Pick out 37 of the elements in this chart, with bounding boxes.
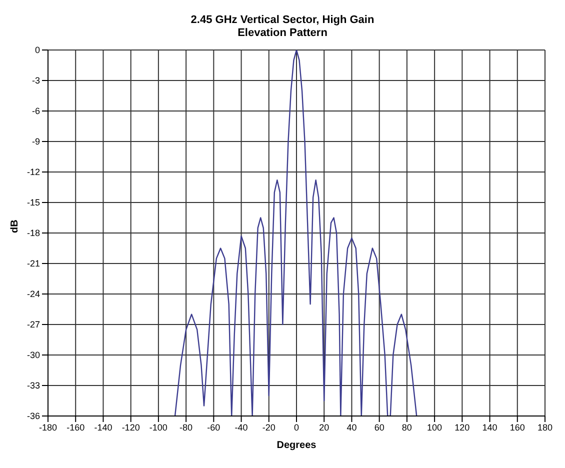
- x-tick-label: -40: [234, 422, 248, 432]
- x-tick-label: 140: [482, 422, 498, 432]
- y-tick-label: 0: [34, 45, 40, 56]
- x-axis-title: Degrees: [276, 440, 317, 451]
- x-tick-label: 80: [402, 422, 412, 432]
- x-tick-label: -120: [122, 422, 140, 432]
- x-tick-label: 160: [510, 422, 525, 432]
- x-tick-label: -140: [94, 422, 112, 432]
- y-tick-label: -27: [26, 320, 40, 330]
- y-tick-label: -18: [26, 228, 40, 238]
- y-tick-label: -6: [32, 106, 40, 116]
- y-tick-label: -3: [32, 76, 40, 86]
- x-tick-label: -100: [149, 422, 168, 432]
- x-tick-label: -80: [180, 422, 193, 432]
- y-tick-label: -21: [26, 258, 40, 269]
- line-series: [174, 50, 418, 416]
- y-tick-label: -33: [26, 380, 40, 391]
- x-tick-label: 60: [374, 422, 384, 432]
- x-tick-label: 180: [537, 422, 553, 432]
- x-tick-label: 40: [346, 422, 357, 432]
- y-tick-label: -36: [26, 411, 40, 422]
- x-tick-label: -160: [66, 422, 85, 432]
- x-tick-label: -60: [207, 422, 220, 432]
- x-tick-label: -20: [262, 422, 276, 432]
- y-tick-label: -24: [26, 289, 40, 300]
- y-tick-label: -9: [32, 136, 40, 147]
- x-tick-label: 120: [454, 422, 470, 432]
- x-tick-label: -180: [38, 422, 58, 432]
- x-tick-label: 100: [427, 422, 442, 432]
- y-axis-title: dB: [10, 220, 21, 233]
- chart-title: 2.45 GHz Vertical Sector, High Gain: [190, 14, 376, 27]
- chart-subtitle: Elevation Pattern: [236, 27, 328, 40]
- x-tick-label: 20: [319, 422, 330, 432]
- y-tick-label: -30: [26, 350, 40, 360]
- y-tick-label: -15: [26, 198, 40, 208]
- y-tick-label: -12: [26, 167, 40, 178]
- x-tick-label: 0: [294, 422, 300, 432]
